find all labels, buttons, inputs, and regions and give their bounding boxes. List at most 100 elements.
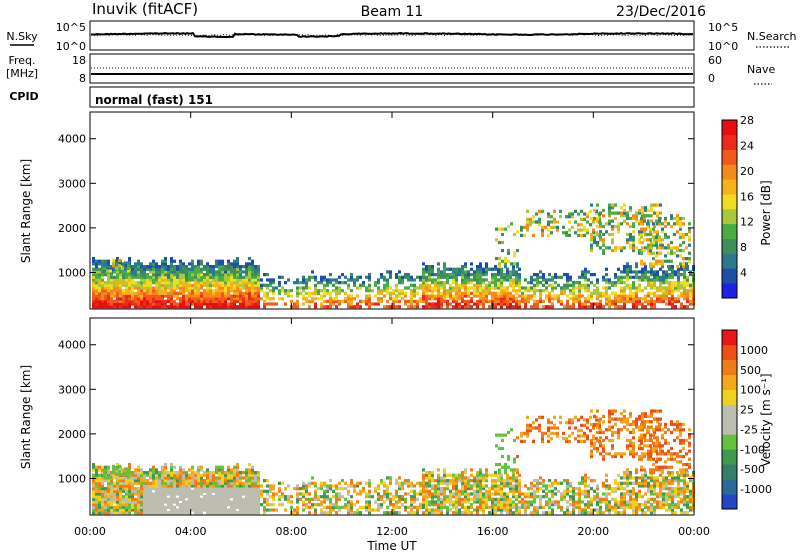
range-gate-cell: [479, 302, 482, 306]
range-gate-cell: [233, 468, 236, 472]
range-gate-cell: [626, 286, 629, 290]
range-gate-cell: [242, 286, 245, 290]
range-gate-cell: [647, 291, 650, 295]
range-gate-cell: [443, 470, 446, 475]
range-gate-cell: [530, 484, 533, 488]
range-gate-cell: [602, 497, 605, 501]
range-gate-cell: [494, 489, 497, 493]
range-gate-cell: [233, 489, 236, 493]
range-gate-cell: [464, 273, 467, 277]
range-gate-cell: [227, 487, 230, 491]
range-gate-cell: [338, 275, 341, 279]
range-gate-cell: [278, 503, 281, 507]
range-gate-cell: [557, 294, 560, 298]
range-gate-cell: [635, 299, 638, 303]
range-gate-cell: [470, 281, 473, 285]
range-gate-cell: [658, 251, 661, 255]
range-gate-cell: [659, 481, 662, 485]
range-gate-cell: [587, 484, 590, 488]
range-gate-cell: [671, 497, 674, 501]
range-gate-cell: [167, 264, 170, 269]
range-gate-cell: [662, 297, 665, 301]
range-gate-cell: [440, 294, 443, 298]
range-gate-cell: [602, 500, 605, 504]
range-gate-cell: [131, 283, 134, 287]
range-gate-cell: [572, 487, 575, 491]
range-gate-cell: [623, 281, 626, 285]
range-gate-cell: [629, 500, 632, 504]
range-gate-cell: [635, 297, 638, 301]
range-gate-cell: [464, 281, 467, 285]
range-gate-cell: [515, 489, 518, 493]
range-gate-cell: [533, 291, 536, 295]
range-gate-cell: [170, 299, 173, 303]
range-gate-cell: [260, 492, 263, 496]
range-gate-cell: [668, 299, 671, 303]
range-gate-cell: [446, 302, 449, 306]
range-gate-cell: [200, 286, 203, 290]
range-gate-cell: [653, 487, 656, 491]
range-gate-cell: [398, 497, 401, 501]
range-gate-cell: [674, 511, 677, 515]
range-gate-cell: [257, 470, 260, 475]
range-gate-cell: [533, 289, 536, 293]
range-gate-cell: [599, 508, 602, 512]
range-gate-cell: [620, 281, 623, 285]
range-gate-cell: [245, 500, 248, 504]
range-gate-cell: [662, 291, 665, 295]
range-gate-cell: [638, 489, 641, 493]
range-gate-cell: [680, 479, 683, 483]
range-gate-cell: [320, 302, 323, 306]
range-gate-cell: [248, 283, 251, 287]
range-gate-cell: [404, 505, 407, 509]
range-gate-cell: [233, 262, 236, 266]
range-gate-cell: [494, 505, 497, 509]
range-gate-cell: [498, 256, 501, 261]
range-gate-cell: [206, 273, 209, 277]
range-gate-cell: [125, 264, 128, 269]
range-gate-cell: [602, 248, 605, 253]
range-gate-cell: [167, 294, 170, 298]
range-gate-cell: [230, 302, 233, 306]
range-gate-cell: [314, 286, 317, 290]
range-gate-cell: [218, 468, 221, 472]
range-gate-cell: [629, 267, 632, 271]
range-gate-cell: [635, 219, 638, 223]
range-gate-cell: [155, 470, 158, 475]
range-gate-cell: [119, 305, 122, 309]
range-gate-cell: [149, 275, 152, 279]
range-gate-cell: [251, 468, 254, 472]
range-gate-cell: [92, 270, 95, 274]
range-gate-cell: [347, 299, 350, 303]
range-gate-cell: [134, 262, 137, 266]
range-gate-cell: [413, 500, 416, 504]
range-gate-cell: [512, 270, 515, 274]
range-gate-cell: [107, 479, 110, 483]
range-gate-cell: [440, 479, 443, 483]
range-gate-cell: [623, 203, 626, 207]
range-gate-cell: [239, 511, 242, 515]
range-gate-cell: [134, 270, 137, 274]
range-gate-cell: [512, 273, 515, 277]
range-gate-cell: [206, 476, 209, 480]
range-gate-cell: [578, 495, 581, 499]
range-gate-cell: [197, 487, 200, 491]
range-gate-cell: [320, 289, 323, 293]
range-gate-cell: [665, 291, 668, 295]
range-gate-cell: [638, 286, 641, 290]
range-gate-cell: [314, 508, 317, 512]
range-gate-cell: [152, 291, 155, 295]
range-gate-cell: [422, 497, 425, 501]
range-gate-cell: [674, 299, 677, 303]
range-gate-cell: [410, 495, 413, 499]
range-gate-cell: [401, 275, 404, 279]
range-gate-cell: [689, 299, 692, 303]
range-gate-cell: [449, 291, 452, 295]
range-gate-cell: [398, 481, 401, 485]
range-gate-cell: [200, 294, 203, 298]
range-gate-cell: [461, 487, 464, 491]
range-gate-cell: [623, 497, 626, 501]
range-gate-cell: [95, 497, 98, 501]
range-gate-cell: [380, 505, 383, 509]
range-gate-cell: [182, 286, 185, 290]
